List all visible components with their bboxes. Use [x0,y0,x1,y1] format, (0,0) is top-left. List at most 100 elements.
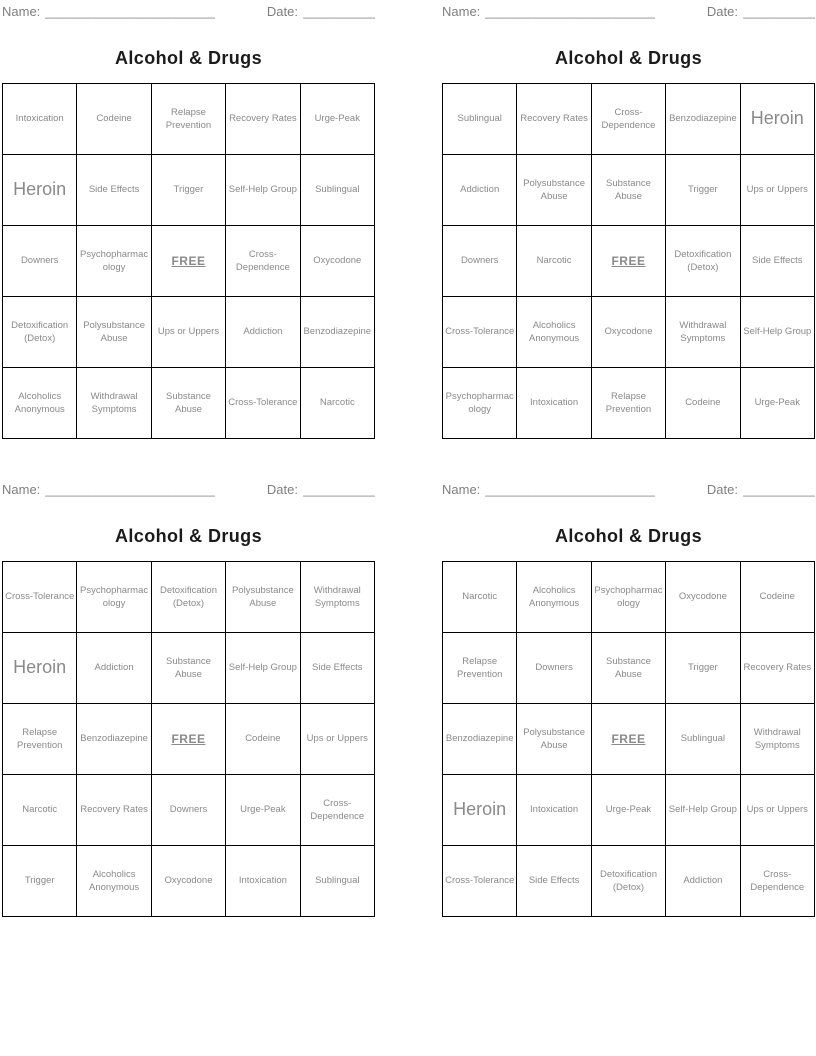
bingo-row: Sublingual Recovery Rates Cross-Dependence… [441,83,816,155]
bingo-cell: Withdrawal Symptoms [739,703,816,775]
date-blank-line: ____________ [303,482,375,497]
name-label: Name: [442,482,481,497]
bingo-cell: Detoxification (Detox) [150,561,227,633]
bingo-row: Relapse Prevention Downers Substance Abuse… [441,632,816,704]
card-header: Name: __________________________ Date: _… [2,482,375,500]
bingo-grid: Narcotic Alcoholics Anonymous Psychopharma… [441,561,816,917]
bingo-grid: Sublingual Recovery Rates Cross-Dependence… [441,83,816,439]
bingo-cell: Heroin [1,632,78,704]
card-title: Alcohol & Drugs [554,526,702,546]
bingo-cell: Benzodiazepine [441,703,518,775]
bingo-cell: Cross-Tolerance [441,845,518,917]
bingo-card-3: Name: __________________________ Date: _… [0,478,408,956]
name-blank-line: __________________________ [485,4,656,19]
bingo-cell: Ups or Uppers [299,703,376,775]
bingo-cell: Detoxification (Detox) [590,845,667,917]
bingo-cell: Relapse Prevention [590,367,667,439]
bingo-cell: Recovery Rates [739,632,816,704]
bingo-cell: Narcotic [1,774,78,846]
bingo-row: Relapse Prevention Benzodiazepine FREE Code… [1,703,376,775]
bingo-cell: Cross-Dependence [739,845,816,917]
bingo-cell: Substance Abuse [590,632,667,704]
bingo-cell: Alcoholics Anonymous [1,367,78,439]
bingo-row: Psychopharmacology Intoxication Relapse Pr… [441,367,816,439]
name-blank-line: __________________________ [45,4,216,19]
bingo-cell: Detoxification (Detox) [665,225,741,297]
name-blank-line: __________________________ [45,482,216,497]
bingo-cell: Intoxication [1,83,78,155]
bingo-cell: Oxycodone [590,296,667,368]
bingo-cell: Cross-Dependence [299,774,376,846]
bingo-cell: Cross-Dependence [225,225,301,297]
bingo-cell: Substance Abuse [150,632,227,704]
bingo-cell: Substance Abuse [150,367,227,439]
bingo-cell: Self-Help Group [739,296,816,368]
bingo-cell: Benzodiazepine [76,703,152,775]
bingo-cell: Psychopharmacology [76,225,152,297]
bingo-cell: Codeine [225,703,301,775]
bingo-cell: Recovery Rates [225,83,301,155]
bingo-cell: Polysubstance Abuse [225,561,301,633]
bingo-cell: Narcotic [441,561,518,633]
bingo-cell: Intoxication [516,774,592,846]
bingo-cell: Downers [150,774,227,846]
bingo-cell: Codeine [665,367,741,439]
bingo-row: Narcotic Alcoholics Anonymous Psychopharma… [441,561,816,633]
bingo-cell: Polysubstance Abuse [76,296,152,368]
bingo-row: Heroin Side Effects Trigger Self-Help Group… [1,154,376,226]
bingo-cell: Oxycodone [665,561,741,633]
bingo-row: Benzodiazepine Polysubstance Abuse FREE Sub… [441,703,816,775]
bingo-row: Addiction Polysubstance Abuse Substance Ab… [441,154,816,226]
bingo-cell: Urge-Peak [739,367,816,439]
bingo-cell: Sublingual [299,154,376,226]
card-header: Name: __________________________ Date: _… [2,4,375,22]
bingo-cell: Withdrawal Symptoms [665,296,741,368]
bingo-cell: Self-Help Group [225,154,301,226]
bingo-cell: Trigger [665,154,741,226]
name-label: Name: [2,482,41,497]
bingo-row: Cross-Tolerance Side Effects Detoxificatio… [441,845,816,917]
name-label: Name: [442,4,481,19]
bingo-grid: Cross-Tolerance Psychopharmacology Detoxif… [1,561,376,917]
bingo-row: Trigger Alcoholics Anonymous Oxycodone Into… [1,845,376,917]
date-blank-line: ____________ [303,4,375,19]
bingo-cell: Heroin [739,83,816,155]
bingo-row: Detoxification (Detox) Polysubstance Abus… [1,296,376,368]
name-blank-line: __________________________ [485,482,656,497]
bingo-row: Downers Psychopharmacology FREE Cross-Depen… [1,225,376,297]
bingo-cell: Psychopharmacology [590,561,667,633]
bingo-cell: Self-Help Group [225,632,301,704]
bingo-cell: Polysubstance Abuse [516,703,592,775]
bingo-cell: Addiction [665,845,741,917]
bingo-cell: Trigger [150,154,227,226]
bingo-card-1: Name: __________________________ Date: _… [0,0,408,478]
bingo-cell: Heroin [441,774,518,846]
card-header: Name: __________________________ Date: _… [442,482,815,500]
bingo-card-4: Name: __________________________ Date: _… [408,478,816,956]
bingo-row: Cross-Tolerance Psychopharmacology Detoxif… [1,561,376,633]
bingo-cell: Detoxification (Detox) [1,296,78,368]
bingo-cell: Withdrawal Symptoms [76,367,152,439]
bingo-cell: Side Effects [739,225,816,297]
bingo-cell: Urge-Peak [590,774,667,846]
bingo-cell: Side Effects [76,154,152,226]
worksheet-page: Name: __________________________ Date: _… [0,0,816,956]
bingo-cell: Recovery Rates [516,83,592,155]
bingo-cell: Downers [441,225,518,297]
bingo-grid: Intoxication Codeine Relapse Prevention Rec… [1,83,376,439]
name-label: Name: [2,4,41,19]
bingo-cell: Alcoholics Anonymous [516,296,592,368]
date-label: Date: [706,482,738,497]
bingo-cell: Side Effects [516,845,592,917]
bingo-cell: Alcoholics Anonymous [516,561,592,633]
bingo-cell: Downers [1,225,78,297]
bingo-cell: Relapse Prevention [441,632,518,704]
bingo-cell: Oxycodone [299,225,376,297]
date-label: Date: [266,4,298,19]
bingo-row: Heroin Intoxication Urge-Peak Self-Help Gro… [441,774,816,846]
bingo-cell: Sublingual [665,703,741,775]
bingo-cell: Self-Help Group [665,774,741,846]
bingo-cell: Relapse Prevention [150,83,227,155]
bingo-cell: Alcoholics Anonymous [76,845,152,917]
free-space-cell: FREE [150,703,227,775]
